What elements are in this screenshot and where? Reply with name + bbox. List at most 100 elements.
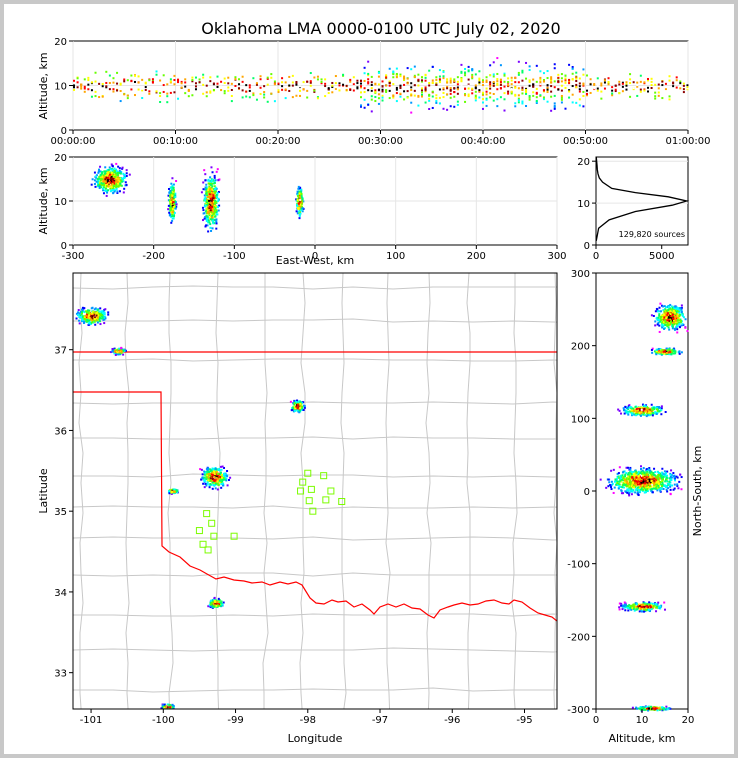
source-cluster-point xyxy=(673,474,676,477)
source-point xyxy=(281,81,284,84)
source-point xyxy=(686,84,689,87)
source-cluster-point xyxy=(100,172,103,175)
source-cluster-point xyxy=(626,488,629,491)
source-cluster-point xyxy=(118,349,121,352)
source-cluster-point xyxy=(107,177,110,180)
source-point xyxy=(636,85,639,88)
source-point xyxy=(105,85,108,88)
source-cluster-point xyxy=(660,348,663,351)
source-point xyxy=(360,96,362,99)
source-cluster-point xyxy=(296,399,299,402)
source-point xyxy=(593,83,596,86)
source-cluster-point xyxy=(174,489,177,492)
source-cluster-point xyxy=(643,484,646,487)
source-cluster-point xyxy=(299,195,302,198)
source-cluster-point xyxy=(298,400,301,403)
source-cluster-point xyxy=(172,201,175,204)
source-cluster-point xyxy=(208,185,211,188)
source-cluster-point xyxy=(678,480,681,483)
source-cluster-point xyxy=(113,347,116,350)
source-cluster-point xyxy=(647,608,650,611)
source-point xyxy=(550,90,553,93)
source-cluster-point xyxy=(227,478,230,481)
source-cluster-point xyxy=(644,476,647,479)
source-cluster-point xyxy=(220,604,223,607)
source-point xyxy=(621,90,624,93)
source-cluster-point xyxy=(213,174,216,177)
source-cluster-point xyxy=(673,327,676,330)
source-point xyxy=(647,79,649,82)
source-cluster-point xyxy=(294,409,297,412)
source-cluster-point xyxy=(203,470,206,473)
source-point xyxy=(80,85,83,88)
source-point xyxy=(345,84,348,87)
source-cluster-point xyxy=(301,198,304,201)
source-point xyxy=(485,93,488,96)
source-cluster-point xyxy=(212,182,215,185)
source-point xyxy=(575,83,578,86)
source-cluster-point xyxy=(208,217,211,220)
source-cluster-point xyxy=(662,305,665,308)
source-cluster-point xyxy=(626,491,629,494)
source-cluster-point xyxy=(668,328,671,331)
source-cluster-point xyxy=(80,308,83,311)
source-cluster-point xyxy=(115,179,118,182)
east-west-ylabel: Altitude, km xyxy=(37,167,50,234)
source-cluster-point xyxy=(667,305,670,308)
source-point xyxy=(467,78,470,81)
source-cluster-point xyxy=(663,316,666,319)
source-cluster-point xyxy=(206,468,209,471)
source-cluster-point xyxy=(81,312,84,315)
source-point xyxy=(625,83,628,86)
source-cluster-point xyxy=(629,477,632,480)
source-point xyxy=(456,92,459,95)
source-point xyxy=(542,89,545,92)
source-point xyxy=(643,88,646,91)
source-cluster-point xyxy=(117,176,120,179)
source-point xyxy=(352,76,355,79)
source-cluster-point xyxy=(94,175,97,178)
source-cluster-point xyxy=(661,320,664,323)
source-cluster-point xyxy=(660,405,663,408)
source-cluster-point xyxy=(622,470,625,473)
source-cluster-point xyxy=(210,206,213,209)
source-cluster-point xyxy=(667,324,670,327)
source-point xyxy=(557,80,560,83)
source-point xyxy=(643,89,646,92)
source-cluster-point xyxy=(299,402,302,405)
source-point xyxy=(560,89,563,92)
source-point xyxy=(410,82,413,85)
source-point xyxy=(252,87,255,90)
source-point xyxy=(550,95,553,98)
source-cluster-point xyxy=(609,484,612,487)
source-point xyxy=(313,76,316,79)
source-cluster-point xyxy=(639,412,642,415)
source-cluster-point xyxy=(674,319,677,322)
source-cluster-point xyxy=(668,477,671,480)
source-cluster-point xyxy=(648,410,651,413)
source-point xyxy=(144,86,147,89)
source-cluster-point xyxy=(663,305,666,308)
x-tick-label: 00:10:00 xyxy=(153,136,198,147)
x-tick-label: -300 xyxy=(62,251,85,262)
source-cluster-point xyxy=(90,322,93,325)
source-cluster-point xyxy=(169,207,172,210)
source-point xyxy=(367,78,370,81)
source-cluster-point xyxy=(101,310,104,313)
station-marker xyxy=(327,487,335,495)
source-cluster-point xyxy=(661,467,664,470)
source-cluster-point xyxy=(624,479,627,482)
plan-view-xlabel: Longitude xyxy=(288,732,343,745)
source-cluster-point xyxy=(206,209,209,212)
source-cluster-point xyxy=(632,603,635,606)
source-cluster-point xyxy=(215,475,218,478)
source-point xyxy=(564,84,567,87)
source-cluster-point xyxy=(209,602,212,605)
source-cluster-point xyxy=(106,191,109,194)
source-cluster-point xyxy=(168,213,171,216)
source-cluster-point xyxy=(225,477,228,480)
source-cluster-point xyxy=(213,603,216,606)
source-point xyxy=(216,82,219,85)
y-tick-label: 0 xyxy=(61,126,67,137)
source-cluster-point xyxy=(645,415,648,418)
